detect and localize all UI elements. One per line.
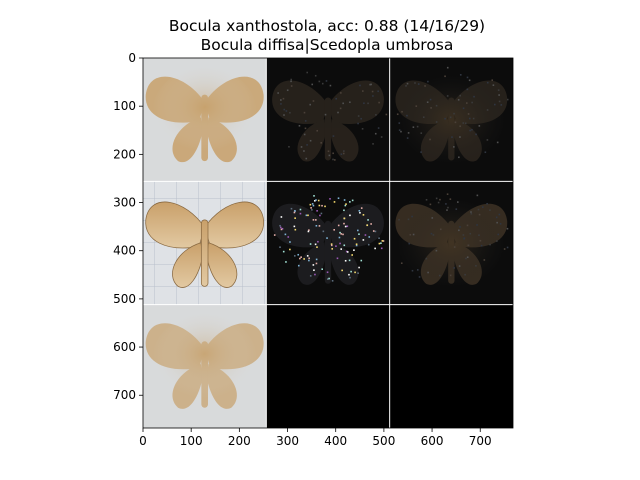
y-tick-label: 300: [113, 196, 136, 210]
x-tick-label: 600: [421, 434, 444, 448]
image-panel-r1-c1: [266, 181, 390, 305]
image-panel-r0-c0: [143, 58, 267, 182]
x-tick-label: 300: [276, 434, 299, 448]
chart-title-line1: Bocula xanthostola, acc: 0.88 (14/16/29): [169, 17, 485, 35]
image-panel-r1-c0: [143, 181, 267, 305]
image-panel-r2-c0: [143, 304, 267, 428]
x-tick-label: 500: [372, 434, 395, 448]
x-tick-label: 700: [469, 434, 492, 448]
image-panel-r2-c2: [389, 304, 513, 428]
image-panel-r0-c1: [266, 58, 390, 182]
y-tick-label: 100: [113, 99, 136, 113]
y-tick-label: 500: [113, 292, 136, 306]
x-tick-label: 0: [139, 434, 147, 448]
chart-title-line2: Bocula diffisa|Scedopla umbrosa: [201, 36, 454, 54]
axes-frame: [142, 57, 514, 429]
x-tick-label: 100: [180, 434, 203, 448]
y-axis: 0 100 200 300 400 500 600 700: [113, 51, 143, 402]
image-panel-r0-c2: [389, 58, 513, 182]
x-axis: 0 100 200 300 400 500 600 700: [139, 428, 492, 448]
x-tick-label: 200: [228, 434, 251, 448]
image-panel-r1-c2: [389, 181, 513, 305]
y-tick-label: 600: [113, 340, 136, 354]
y-tick-label: 0: [128, 51, 136, 65]
y-tick-label: 400: [113, 244, 136, 258]
y-tick-label: 200: [113, 147, 136, 161]
x-tick-label: 400: [324, 434, 347, 448]
image-panel-r2-c1: [266, 304, 390, 428]
image-panels: [142, 57, 514, 429]
y-tick-label: 700: [113, 388, 136, 402]
